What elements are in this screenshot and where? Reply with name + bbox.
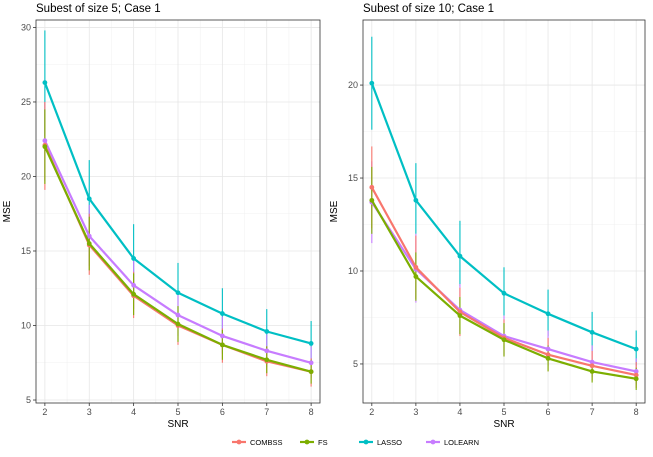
legend-swatch-point (236, 439, 242, 445)
data-point-lolearn (42, 138, 48, 144)
data-point-lolearn (175, 312, 181, 318)
x-tick-label: 6 (220, 407, 225, 417)
y-tick-label: 5 (353, 359, 358, 369)
chart-title: Subest of size 5; Case 1 (36, 3, 161, 15)
x-tick-label: 7 (264, 407, 269, 417)
data-point-combss (545, 352, 551, 358)
data-point-lasso (413, 197, 419, 203)
data-point-lasso (219, 311, 225, 316)
legend-swatch-point (363, 439, 369, 445)
data-point-lolearn (545, 346, 551, 352)
x-axis-label: SNR (493, 419, 514, 430)
legend-item-lolearn: LOLEARN (426, 438, 479, 447)
y-tick-label: 5 (26, 395, 31, 405)
data-point-fs (219, 342, 225, 348)
data-point-fs (131, 291, 137, 297)
data-point-lasso (42, 80, 48, 85)
x-tick-label: 7 (590, 407, 595, 417)
x-tick-label: 3 (87, 407, 92, 417)
x-tick-label: 8 (634, 407, 639, 417)
data-point-fs (369, 197, 375, 203)
data-point-lasso (633, 346, 639, 352)
x-tick-label: 4 (131, 407, 136, 417)
legend-label: LOLEARN (444, 438, 479, 447)
data-point-combss (589, 363, 595, 369)
data-point-lasso (86, 196, 92, 202)
x-axis-label: SNR (167, 419, 188, 430)
data-point-combss (457, 309, 463, 315)
data-point-lasso (308, 340, 314, 346)
data-point-combss (369, 184, 375, 190)
x-tick-label: 6 (546, 407, 551, 417)
legend-label: LASSO (377, 438, 402, 447)
data-point-combss (633, 372, 639, 378)
x-tick-label: 2 (369, 407, 374, 417)
data-point-lolearn (86, 233, 92, 239)
data-point-lasso (175, 290, 181, 296)
x-tick-label: 3 (413, 407, 418, 417)
legend-label: COMBSS (250, 438, 283, 447)
legend: COMBSS FS LASSO LOLEARN (232, 438, 479, 447)
data-point-fs (264, 357, 270, 363)
x-tick-label: 8 (309, 407, 314, 417)
panel-left: 2 3 4 5 6 7 8 5 10 15 20 25 30 Subest of size 5; Case… (2, 3, 321, 430)
data-point-fs (42, 144, 48, 150)
data-point-lolearn (308, 360, 314, 366)
data-point-lolearn (633, 368, 639, 374)
data-point-fs (308, 369, 314, 375)
data-point-fs (633, 376, 639, 382)
y-tick-label: 20 (21, 171, 31, 181)
data-point-lasso (545, 311, 551, 317)
x-tick-label: 2 (42, 407, 47, 417)
legend-item-lasso: LASSO (359, 438, 402, 447)
data-point-lasso (457, 253, 463, 259)
legend-label: FS (318, 438, 328, 447)
y-tick-label: 20 (348, 80, 358, 90)
y-tick-label: 30 (21, 22, 31, 32)
x-tick-label: 4 (457, 407, 462, 417)
data-point-lasso (501, 290, 507, 296)
data-point-fs (501, 337, 507, 343)
data-point-fs (175, 321, 181, 327)
y-axis-label: MSE (2, 200, 13, 222)
y-tick-label: 10 (21, 321, 31, 331)
panel-right: 2 3 4 5 6 7 8 5 10 15 20 Subest of size 10; Case 1 S… (329, 3, 646, 430)
legend-swatch-point (304, 439, 310, 445)
legend-item-combss: COMBSS (232, 438, 283, 447)
y-axis-label: MSE (329, 200, 340, 222)
data-point-fs (413, 274, 419, 279)
data-point-lasso (264, 329, 270, 334)
y-tick-label: 15 (348, 173, 358, 183)
y-tick-label: 10 (348, 266, 358, 276)
y-tick-label: 25 (21, 97, 31, 107)
data-point-lasso (589, 329, 595, 335)
data-point-lolearn (131, 282, 137, 288)
data-point-fs (86, 241, 92, 246)
data-point-combss (413, 264, 419, 270)
data-point-lasso (369, 80, 375, 86)
legend-swatch-point (430, 439, 436, 445)
data-point-lasso (131, 256, 137, 261)
data-point-lolearn (589, 359, 595, 365)
data-point-lolearn (264, 348, 270, 354)
chart-title: Subest of size 10; Case 1 (363, 3, 494, 15)
data-point-lolearn (219, 333, 225, 339)
data-point-fs (457, 313, 463, 319)
y-tick-label: 15 (21, 246, 31, 256)
data-point-fs (545, 355, 551, 361)
x-tick-label: 5 (175, 407, 180, 417)
x-tick-label: 5 (501, 407, 506, 417)
data-point-fs (589, 368, 595, 374)
legend-item-fs: FS (300, 438, 328, 447)
